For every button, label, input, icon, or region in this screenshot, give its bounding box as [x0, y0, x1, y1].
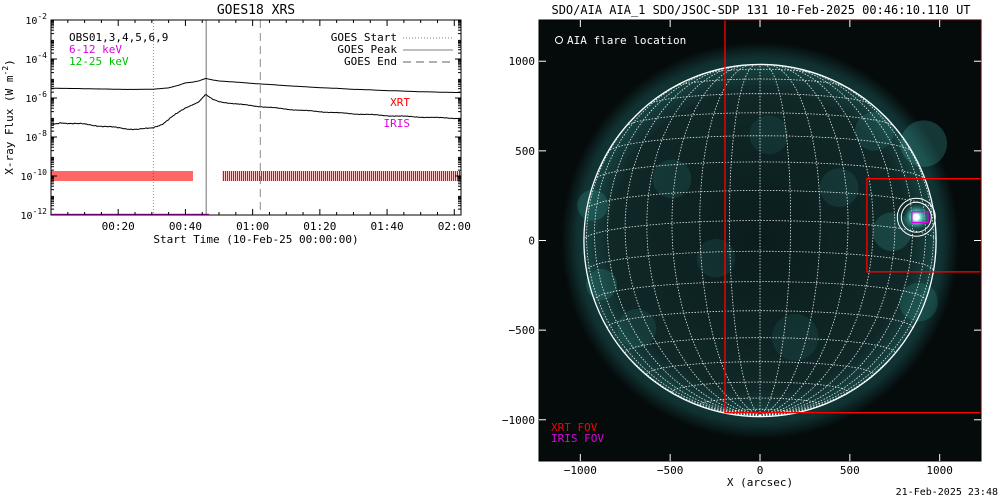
goes-x-tick-label: 00:20: [102, 220, 135, 233]
aia-x-tick-label: 1000: [926, 464, 953, 477]
emission-feature: [577, 190, 608, 221]
goes-x-tick-label: 00:40: [169, 220, 202, 233]
flare-kernel: [913, 214, 920, 221]
instrument-coverage: [51, 171, 459, 215]
goes-y-tick-label: 10-10: [21, 168, 48, 183]
goes-y-tick-label: 10-4: [25, 51, 47, 66]
flare-region: [897, 198, 935, 236]
goes-plot-title: GOES18 XRS: [217, 3, 295, 18]
emission-feature: [899, 283, 938, 322]
emission-feature: [772, 314, 818, 360]
emission-feature: [653, 160, 692, 199]
aia-y-tick-label: 500: [515, 145, 535, 158]
footer-timestamp: 21-Feb-2025 23:48: [896, 487, 998, 498]
aia-legend-label: AIA flare location: [567, 34, 686, 47]
xrt-coverage-bar: [223, 171, 459, 181]
goes-y-tick-label: 10-12: [21, 207, 48, 222]
aia-y-tick-label: 1000: [509, 55, 536, 68]
goes-x-tick-label: 01:00: [236, 220, 269, 233]
goes-x-axis-label: Start Time (10-Feb-25 00:00:00): [153, 233, 358, 246]
xrt-instrument-label: XRT: [390, 96, 410, 109]
goes-x-tick-label: 01:40: [371, 220, 404, 233]
iris-fov-label: IRIS FOV: [551, 432, 604, 445]
emission-feature: [820, 168, 859, 207]
goes-event-markers: [154, 20, 261, 215]
goes-x-tick-label: 02:00: [438, 220, 471, 233]
goes-x-tick-label: 01:20: [303, 220, 336, 233]
aia-y-tick-label: −500: [509, 324, 536, 337]
goes-legend-label: GOES End: [344, 55, 397, 68]
xrt-coverage-bar: [52, 171, 192, 181]
aia-x-axis-label: X (arcsec): [727, 476, 793, 489]
aia-x-tick-label: −500: [657, 464, 684, 477]
goes-long-channel-line: [51, 79, 460, 93]
goes-xrs-panel: GOES18 XRS 00:20 00:40 01:00 01:20 01:40 02:0…: [1, 3, 471, 246]
aia-y-tick-label: −1000: [502, 414, 535, 427]
goes-x-axis: 00:20 00:40 01:00 01:20 01:40 02:00: [68, 20, 471, 233]
iris-instrument-label: IRIS: [384, 117, 411, 130]
emission-feature: [749, 115, 788, 154]
aia-legend: AIA flare location: [556, 34, 687, 47]
goes-y-tick-label: 10-8: [25, 129, 47, 144]
aia-image-title: SDO/AIA AIA_1 SDO/JSOC-SDP 131 10-Feb-20…: [551, 3, 970, 17]
aia-image-panel: SDO/AIA AIA_1 SDO/JSOC-SDP 131 10-Feb-20…: [502, 3, 981, 489]
goes-y-tick-label: 10-6: [25, 90, 47, 105]
goes-channel-label: 12-25 keV: [69, 55, 129, 68]
aia-x-tick-label: 500: [840, 464, 860, 477]
goes-y-axis-label: X-ray Flux (W m-2): [1, 59, 16, 175]
emission-feature: [617, 309, 656, 348]
goes-y-tick-label: 10-2: [25, 12, 47, 27]
emission-feature: [697, 239, 736, 278]
aia-y-tick-label: 0: [528, 235, 535, 248]
aia-x-tick-label: −1000: [564, 464, 597, 477]
goes-legend: GOES Start GOES Peak GOES End: [331, 31, 453, 68]
